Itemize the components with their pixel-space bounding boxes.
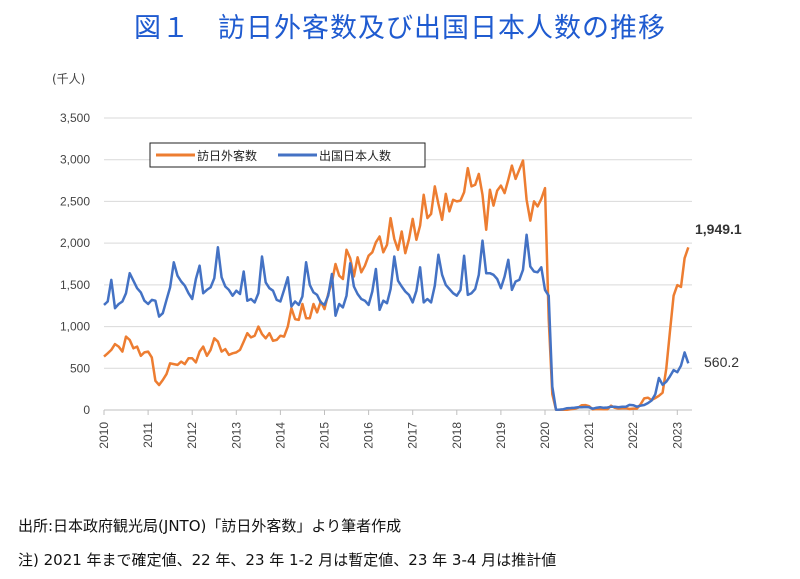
x-tick-label: 2010	[97, 422, 111, 449]
y-tick-label: 500	[70, 361, 90, 375]
legend-label-departures: 出国日本人数	[319, 148, 391, 163]
legend-label-visitors: 訪日外客数	[197, 148, 257, 163]
x-tick-label: 2019	[494, 422, 508, 449]
x-tick-label: 2023	[670, 422, 684, 449]
x-tick-label: 2012	[185, 422, 199, 449]
x-tick-label: 2011	[141, 422, 155, 448]
x-tick-label: 2022	[626, 422, 640, 449]
x-tick-label: 2016	[362, 422, 376, 449]
y-tick-label: 1,500	[60, 278, 90, 292]
end-label-visitors: 1,949.1	[695, 221, 742, 237]
line-departures	[103, 233, 690, 411]
x-tick-label: 2014	[273, 422, 287, 449]
y-tick-label: 2,500	[60, 194, 90, 208]
x-tick-label: 2015	[318, 422, 332, 449]
x-tick-label: 2021	[582, 422, 596, 449]
footnote: 注) 2021 年まで確定値、22 年、23 年 1-2 月は暫定値、23 年 …	[18, 551, 557, 569]
y-axis-unit-label: (千人)	[52, 72, 85, 86]
y-tick-label: 3,500	[60, 111, 90, 125]
source-note: 出所:日本政府観光局(JNTO)「訪日外客数」より筆者作成	[18, 517, 402, 535]
x-tick-label: 2017	[406, 422, 420, 449]
x-tick-label: 2018	[450, 422, 464, 449]
x-axis-ticks: 2010 2011 2012 2013 2014 2015 2016 2017 2018 2019…	[97, 410, 684, 449]
y-tick-label: 1,000	[60, 320, 90, 334]
y-tick-label: 0	[83, 403, 90, 417]
legend: 訪日外客数 出国日本人数	[149, 142, 426, 168]
y-tick-label: 2,000	[60, 236, 90, 250]
y-tick-label: 3,000	[60, 153, 90, 167]
x-tick-label: 2020	[538, 422, 552, 449]
chart-title: 図１ 訪日外客数及び出国日本人数の推移	[134, 13, 666, 44]
series-lines	[103, 159, 690, 412]
y-axis-ticks: 0 500 1,000 1,500 2,000 2,500 3,000 3,500	[60, 111, 90, 417]
end-label-departures: 560.2	[704, 354, 739, 370]
x-tick-label: 2013	[229, 422, 243, 449]
